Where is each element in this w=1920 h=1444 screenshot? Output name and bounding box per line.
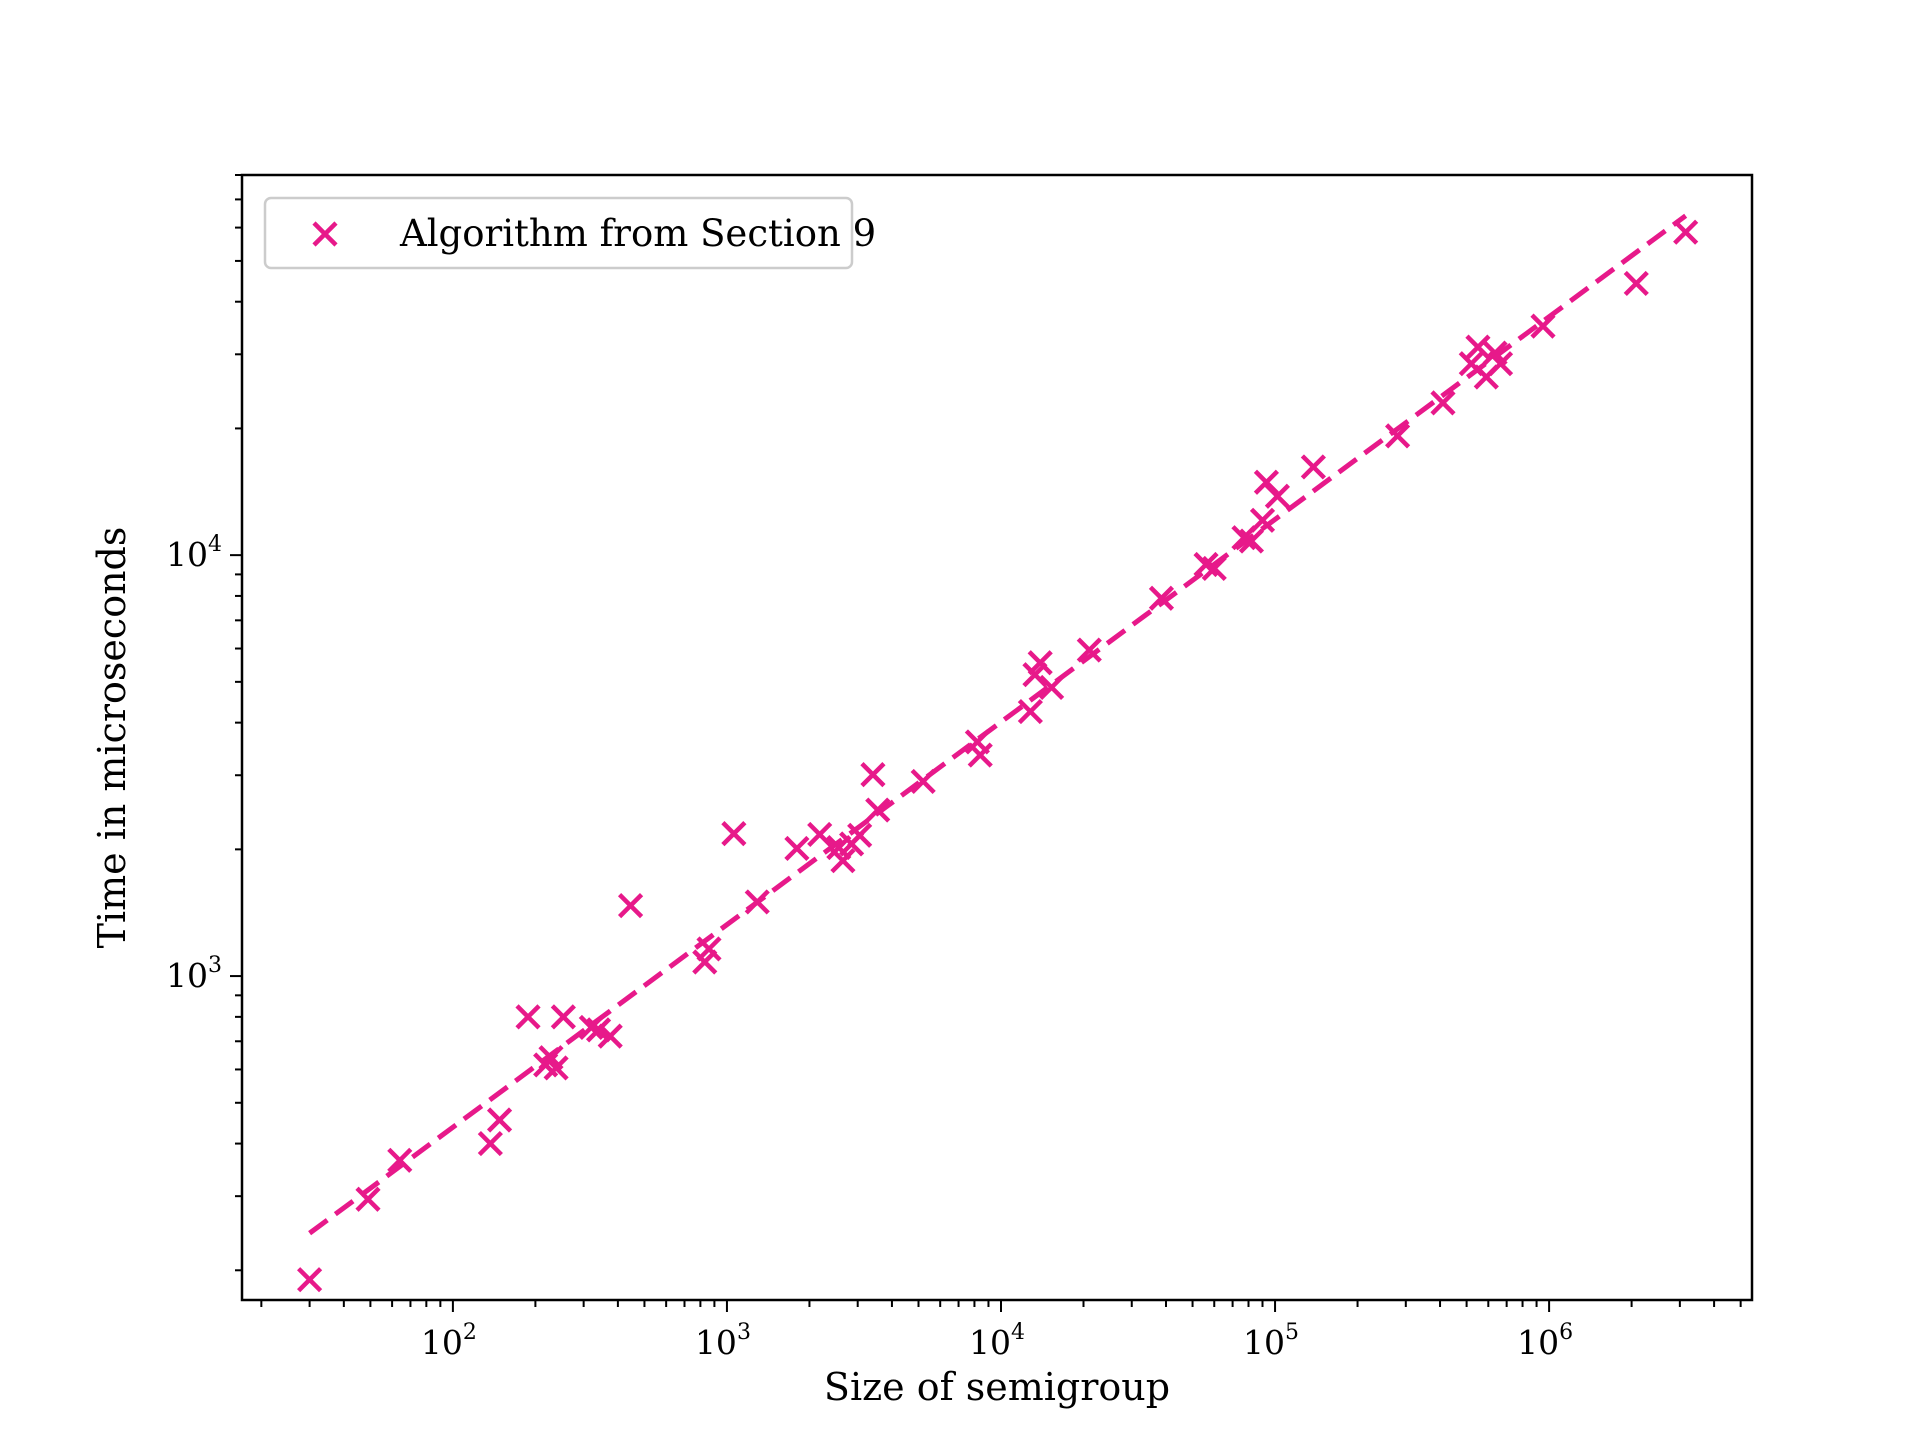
legend-label: Algorithm from Section 9	[399, 212, 876, 255]
data-point	[1017, 698, 1043, 725]
data-point	[387, 1147, 413, 1173]
y-tick-label: 103	[166, 953, 222, 995]
data-point	[830, 848, 856, 874]
data-point	[910, 768, 936, 795]
data-point	[1465, 334, 1491, 360]
y-tick-label-base: 10	[166, 535, 208, 574]
data-point	[1027, 650, 1053, 676]
data-point	[1201, 555, 1227, 581]
data-point	[1430, 390, 1456, 416]
x-tick-label-base: 10	[695, 1323, 737, 1362]
legend-marker-x	[312, 221, 338, 247]
data-point	[477, 1130, 503, 1157]
data-point	[585, 1017, 612, 1043]
x-tick-label-base: 10	[1243, 1323, 1285, 1362]
data-point	[744, 889, 770, 915]
data-point	[550, 1004, 576, 1030]
data-point	[860, 762, 886, 788]
data-point	[1673, 219, 1699, 245]
data-point	[865, 797, 891, 823]
legend-marker-x-path	[312, 221, 338, 247]
x-tick-label-base: 10	[969, 1323, 1011, 1362]
x-tick-label-exponent: 2	[463, 1320, 477, 1345]
data-point	[597, 1023, 623, 1049]
trend-line	[308, 213, 1688, 1236]
data-point	[967, 742, 993, 768]
data-point	[1487, 351, 1514, 377]
x-tick-label: 104	[969, 1320, 1025, 1362]
data-point	[355, 1186, 381, 1212]
scatter-points	[297, 219, 1699, 1293]
x-axis-label: Size of semigroup	[824, 1365, 1170, 1409]
y-tick-label-exponent: 3	[208, 953, 222, 978]
data-point	[617, 893, 644, 919]
legend: Algorithm from Section 9	[263, 196, 876, 270]
x-tick-label: 106	[1517, 1320, 1573, 1362]
data-point	[807, 821, 833, 848]
data-point	[1249, 507, 1276, 533]
x-tick-label: 102	[421, 1320, 477, 1362]
data-point	[515, 1004, 541, 1030]
data-point	[578, 1014, 604, 1041]
y-axis-label: Time in microseconds	[90, 527, 134, 949]
data-point	[1039, 674, 1065, 701]
plot-area-frame	[240, 173, 1754, 1302]
data-point	[847, 822, 873, 848]
x-tick-label-exponent: 6	[1559, 1320, 1573, 1345]
data-point	[297, 1267, 323, 1293]
data-point	[1623, 270, 1649, 297]
x-tick-label-exponent: 3	[737, 1320, 751, 1345]
data-point	[543, 1055, 569, 1081]
data-point	[1530, 313, 1556, 339]
y-tick-label: 104	[166, 532, 222, 574]
data-point	[1148, 585, 1175, 611]
x-tick-label: 105	[1243, 1320, 1299, 1362]
data-point	[1076, 637, 1102, 663]
data-point	[696, 936, 722, 962]
data-point	[721, 821, 747, 847]
data-point	[486, 1107, 513, 1133]
data-point	[1264, 483, 1291, 509]
x-tick-label-exponent: 4	[1011, 1320, 1025, 1345]
data-point	[1385, 423, 1411, 449]
legend-box	[263, 196, 854, 270]
x-tick-label-base: 10	[1517, 1323, 1559, 1362]
data-point	[1238, 528, 1265, 554]
x-tick-label: 103	[695, 1320, 751, 1362]
data-point	[784, 835, 810, 862]
y-tick-label-exponent: 4	[208, 532, 222, 557]
x-tick-label-exponent: 5	[1285, 1320, 1299, 1345]
data-point	[1300, 454, 1326, 480]
y-tick-label-base: 10	[166, 956, 208, 995]
x-tick-label-base: 10	[421, 1323, 463, 1362]
trend-line-group	[308, 213, 1688, 1236]
